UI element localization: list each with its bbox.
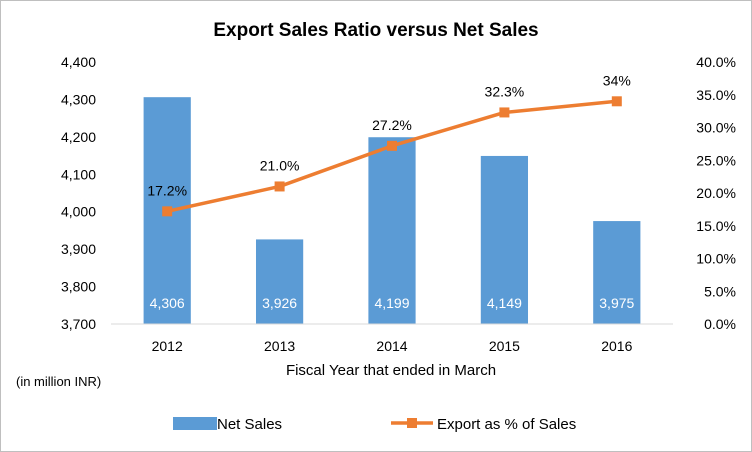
left-axis-tick-label: 3,700: [61, 316, 96, 332]
net-sales-bar-label: 4,149: [487, 295, 522, 311]
right-axis-tick-label: 5.0%: [704, 283, 736, 299]
x-axis-title: Fiscal Year that ended in March: [286, 362, 496, 379]
export-ratio-marker: [499, 107, 510, 118]
left-axis-tick-label: 3,800: [61, 279, 96, 295]
export-ratio-label: 34%: [603, 72, 631, 88]
left-axis-tick-label: 4,400: [61, 54, 96, 70]
units-note: (in million INR): [16, 374, 101, 389]
export-ratio-label: 32.3%: [485, 83, 525, 99]
net-sales-bar-label: 3,975: [599, 295, 634, 311]
net-sales-bar: [480, 155, 529, 324]
right-axis-tick-label: 20.0%: [696, 185, 736, 201]
bar-series: 4,306 3,926 4,199 4,149 3,975: [143, 97, 641, 324]
export-ratio-marker: [274, 181, 285, 192]
x-axis-tick-label: 2013: [264, 338, 295, 354]
legend-export-marker: [407, 418, 417, 428]
left-axis-tick-label: 4,300: [61, 91, 96, 107]
left-axis-tick-label: 4,100: [61, 166, 96, 182]
left-axis-tick-label: 3,900: [61, 241, 96, 257]
export-ratio-label: 27.2%: [372, 117, 412, 133]
legend-export-label: Export as % of Sales: [437, 416, 576, 433]
legend-net-sales-label: Net Sales: [217, 416, 282, 433]
right-axis-tick-label: 15.0%: [696, 218, 736, 234]
x-axis-tick-label: 2014: [376, 338, 407, 354]
x-axis-tick-label: 2016: [601, 338, 632, 354]
right-axis-tick-label: 0.0%: [704, 316, 736, 332]
export-ratio-marker: [387, 140, 397, 151]
right-axis-ticks: 0.0% 5.0% 10.0% 15.0% 20.0% 25.0% 30.0% 35.0% 40…: [696, 54, 736, 332]
x-axis-tick-label: 2015: [489, 338, 520, 354]
net-sales-bar-label: 4,306: [150, 295, 185, 311]
export-ratio-marker: [611, 96, 622, 107]
export-ratio-label: 21.0%: [260, 157, 300, 173]
right-axis-tick-label: 25.0%: [696, 152, 736, 168]
right-axis-tick-label: 40.0%: [696, 54, 736, 70]
line-series: 17.2% 21.0% 27.2% 32.3% 34%: [147, 72, 631, 217]
export-ratio-label: 17.2%: [147, 182, 187, 198]
x-axis-ticks: 2012 2013 2014 2015 2016: [152, 338, 633, 354]
right-axis-tick-label: 30.0%: [696, 120, 736, 136]
net-sales-bar-label: 3,926: [262, 295, 297, 311]
export-ratio-marker: [162, 206, 173, 217]
net-sales-bar: [593, 221, 641, 324]
left-axis-ticks: 3,700 3,800 3,900 4,000 4,100 4,200 4,300 4,400: [61, 54, 96, 332]
right-axis-tick-label: 35.0%: [696, 87, 736, 103]
x-axis-tick-label: 2012: [152, 338, 183, 354]
legend-net-sales-swatch: [173, 417, 217, 430]
net-sales-bar: [255, 239, 304, 324]
left-axis-tick-label: 4,000: [61, 204, 96, 220]
net-sales-bar: [368, 137, 416, 324]
net-sales-bar-label: 4,199: [374, 295, 409, 311]
right-axis-tick-label: 10.0%: [696, 251, 736, 267]
legend: Net Sales Export as % of Sales: [173, 416, 576, 433]
left-axis-tick-label: 4,200: [61, 129, 96, 145]
chart-title: Export Sales Ratio versus Net Sales: [213, 20, 538, 41]
